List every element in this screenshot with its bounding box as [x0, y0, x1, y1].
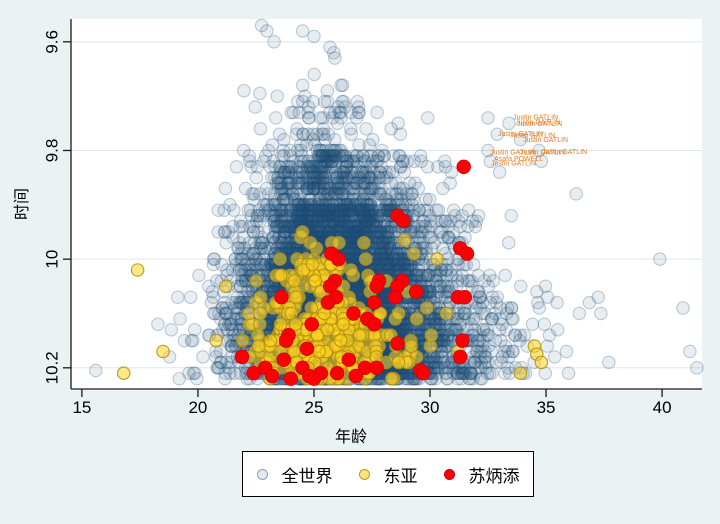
athlete-label: Justin GATLIN [515, 119, 560, 126]
athlete-label: Justin GATLIN [491, 161, 536, 168]
legend-label-su-bingtian: 苏炳添 [468, 466, 520, 486]
athlete-label: Justin GATLIN [513, 114, 558, 121]
athlete-label: Asafa POWELL [494, 156, 543, 163]
x-axis: 15 20 25 30 35 40 [72, 389, 672, 417]
y-tick-label: 9.8 [43, 139, 62, 163]
athlete-label: Justin GATLIN [520, 150, 565, 157]
x-tick-label: 40 [653, 398, 672, 417]
legend-box: 全世界 东亚 苏炳添 [242, 451, 534, 497]
athlete-label: Justin GATLIN [542, 149, 587, 156]
x-tick-label: 15 [72, 398, 91, 417]
legend-label-world: 全世界 [281, 466, 333, 486]
legend-label-east-asia: 东亚 [383, 466, 418, 486]
y-axis: 9.6 9.8 10 10.2 [43, 30, 71, 384]
x-tick-label: 20 [188, 398, 207, 417]
series-su-bingtian [234, 159, 475, 386]
athlete-label: Justin GATLIN [498, 131, 543, 138]
su-bingtian-marker-icon [443, 468, 455, 480]
east-asia-marker-icon [358, 468, 370, 480]
y-tick-label: 10 [43, 250, 62, 269]
plot-area [71, 19, 702, 389]
x-tick-label: 30 [421, 398, 440, 417]
y-tick-label: 9.6 [43, 30, 62, 54]
x-axis-title: 年龄 [334, 429, 367, 446]
y-tick-label: 10.2 [43, 351, 62, 384]
legend-item-su-bingtian: 苏炳添 [443, 462, 520, 487]
axes [70, 19, 702, 390]
athlete-label: Justin GATLIN [490, 150, 535, 157]
legend-item-world: 全世界 [256, 462, 333, 487]
x-tick-label: 35 [537, 398, 556, 417]
y-axis-title: 时间 [14, 187, 31, 221]
athlete-label: Justin GATLIN [523, 137, 568, 144]
athlete-label: Justin GATLIN [517, 121, 562, 128]
legend-item-east-asia: 东亚 [358, 462, 418, 487]
x-tick-label: 25 [305, 398, 324, 417]
world-marker-icon [256, 468, 268, 480]
athlete-label: Justin GATLIN [510, 132, 555, 139]
